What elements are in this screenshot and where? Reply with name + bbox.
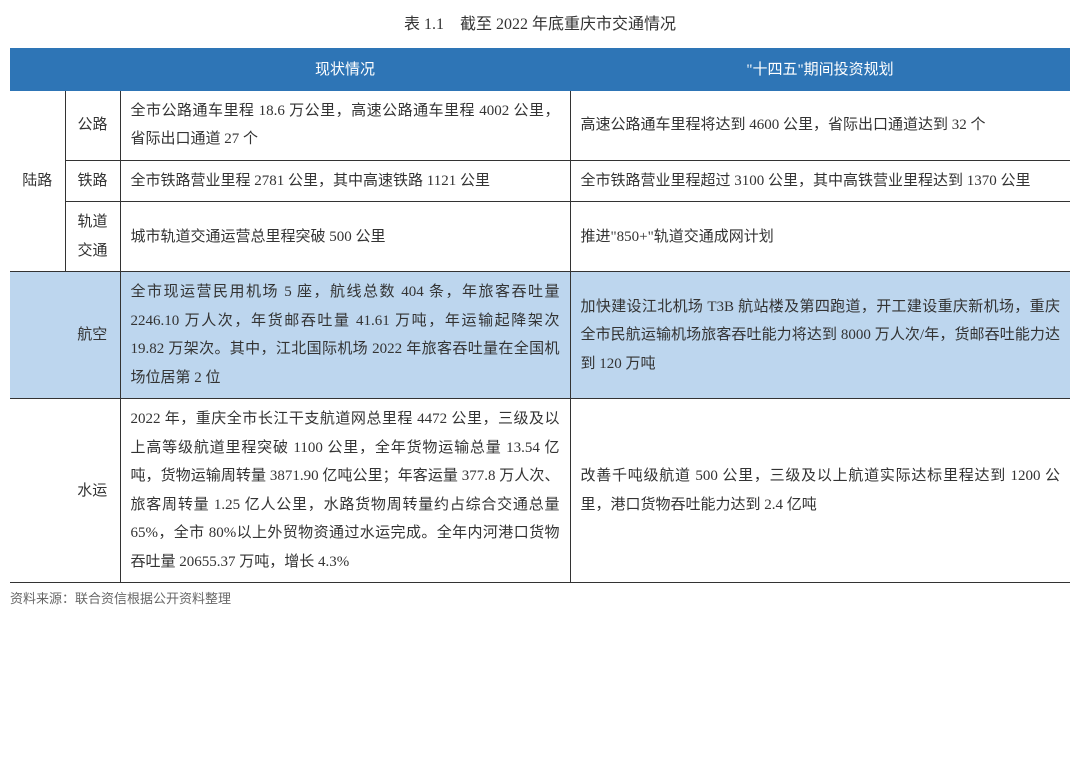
source-note: 资料来源：联合资信根据公开资料整理 — [10, 587, 1070, 612]
row-air: 航空 全市现运营民用机场 5 座，航线总数 404 条，年旅客吞吐量 2246.… — [10, 272, 1070, 399]
cell-water-plan: 改善千吨级航道 500 公里，三级及以上航道实际达标里程达到 1200 公里，港… — [570, 399, 1070, 583]
cell-road-label: 公路 — [65, 91, 120, 161]
cell-road-status: 全市公路通车里程 18.6 万公里，高速公路通车里程 4002 公里，省际出口通… — [120, 91, 570, 161]
cell-land-category: 陆路 — [10, 91, 65, 272]
row-road: 陆路 公路 全市公路通车里程 18.6 万公里，高速公路通车里程 4002 公里… — [10, 91, 1070, 161]
cell-water-cat1-blank — [10, 399, 65, 583]
row-metro: 轨道交通 城市轨道交通运营总里程突破 500 公里 推进"850+"轨道交通成网… — [10, 202, 1070, 272]
cell-air-cat1-blank — [10, 272, 65, 399]
row-water: 水运 2022 年，重庆全市长江干支航道网总里程 4472 公里，三级及以上高等… — [10, 399, 1070, 583]
cell-water-label: 水运 — [65, 399, 120, 583]
cell-metro-status: 城市轨道交通运营总里程突破 500 公里 — [120, 202, 570, 272]
cell-road-plan: 高速公路通车里程将达到 4600 公里，省际出口通道达到 32 个 — [570, 91, 1070, 161]
header-plan: "十四五"期间投资规划 — [570, 49, 1070, 91]
cell-rail-label: 铁路 — [65, 160, 120, 202]
header-status: 现状情况 — [120, 49, 570, 91]
cell-rail-status: 全市铁路营业里程 2781 公里，其中高速铁路 1121 公里 — [120, 160, 570, 202]
transport-table: 现状情况 "十四五"期间投资规划 陆路 公路 全市公路通车里程 18.6 万公里… — [10, 48, 1070, 583]
header-row: 现状情况 "十四五"期间投资规划 — [10, 49, 1070, 91]
cell-air-label: 航空 — [65, 272, 120, 399]
table-title: 表 1.1 截至 2022 年底重庆市交通情况 — [10, 10, 1070, 40]
cell-metro-plan: 推进"850+"轨道交通成网计划 — [570, 202, 1070, 272]
cell-air-plan: 加快建设江北机场 T3B 航站楼及第四跑道，开工建设重庆新机场，重庆全市民航运输… — [570, 272, 1070, 399]
cell-rail-plan: 全市铁路营业里程超过 3100 公里，其中高铁营业里程达到 1370 公里 — [570, 160, 1070, 202]
cell-water-status: 2022 年，重庆全市长江干支航道网总里程 4472 公里，三级及以上高等级航道… — [120, 399, 570, 583]
cell-metro-label: 轨道交通 — [65, 202, 120, 272]
header-blank — [10, 49, 120, 91]
row-rail: 铁路 全市铁路营业里程 2781 公里，其中高速铁路 1121 公里 全市铁路营… — [10, 160, 1070, 202]
cell-air-status: 全市现运营民用机场 5 座，航线总数 404 条，年旅客吞吐量 2246.10 … — [120, 272, 570, 399]
